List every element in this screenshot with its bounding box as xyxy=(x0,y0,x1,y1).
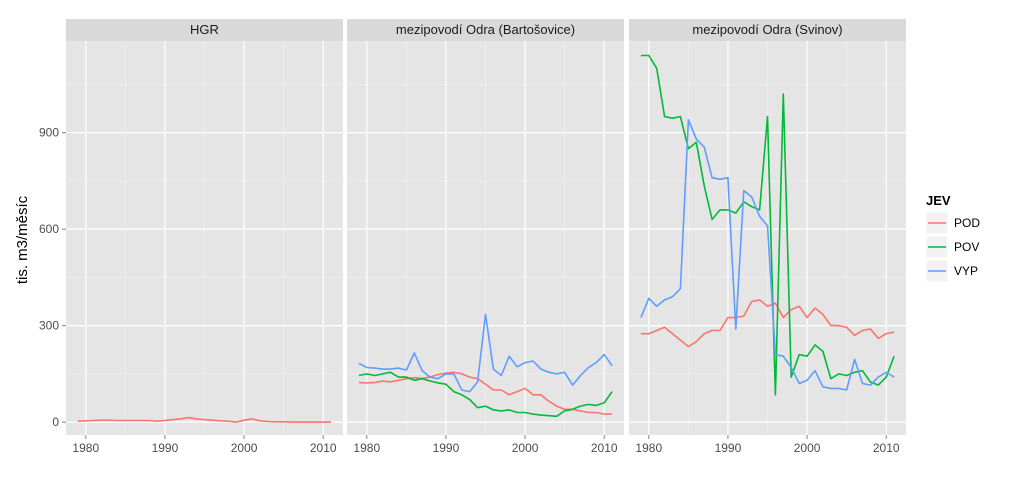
series-line-pov xyxy=(358,371,613,418)
panel-2: mezipovodí Odra (Svinov) 1980 1990 2000 2010 xyxy=(629,19,906,455)
y-tick-label: 900 xyxy=(39,126,59,140)
series-line-pov xyxy=(640,54,895,396)
series-line-vyp xyxy=(358,313,613,393)
facet-label: HGR xyxy=(190,22,219,37)
y-axis-title: tis. m3/měsíc xyxy=(14,195,31,284)
x-tick-label: 1980 xyxy=(635,441,662,455)
legend-label: POV xyxy=(954,240,979,254)
facet-strip xyxy=(347,19,624,41)
x-tick-label: 2010 xyxy=(310,441,337,455)
y-tick-label: 600 xyxy=(39,222,59,236)
x-tick-label: 2000 xyxy=(794,441,821,455)
legend-title: JEV xyxy=(926,193,951,208)
facet-strip xyxy=(66,19,343,41)
series-line-pod xyxy=(640,299,895,348)
series-line-pod xyxy=(77,416,332,423)
x-tick-label: 1980 xyxy=(72,441,99,455)
y-tick-label: 300 xyxy=(39,319,59,333)
y-tick-label: 0 xyxy=(52,415,59,429)
panel-0: HGR 1980 1990 2000 2010 xyxy=(66,19,343,455)
x-tick-label: 1990 xyxy=(715,441,742,455)
facet-label: mezipovodí Odra (Svinov) xyxy=(692,22,842,37)
x-tick-label: 1990 xyxy=(433,441,460,455)
x-tick-label: 1990 xyxy=(152,441,179,455)
x-tick-label: 2000 xyxy=(512,441,539,455)
series-line-vyp xyxy=(640,119,895,391)
legend-label: VYP xyxy=(954,264,978,278)
x-tick-label: 2010 xyxy=(873,441,900,455)
facet-label: mezipovodí Odra (Bartošovice) xyxy=(396,22,575,37)
legend-label: POD xyxy=(954,216,980,230)
x-tick-label: 2010 xyxy=(591,441,618,455)
panel-1: mezipovodí Odra (Bartošovice) 1980 1990 200… xyxy=(347,19,624,455)
x-tick-label: 1980 xyxy=(353,441,380,455)
x-tick-label: 2000 xyxy=(231,441,258,455)
facet-strip xyxy=(629,19,906,41)
